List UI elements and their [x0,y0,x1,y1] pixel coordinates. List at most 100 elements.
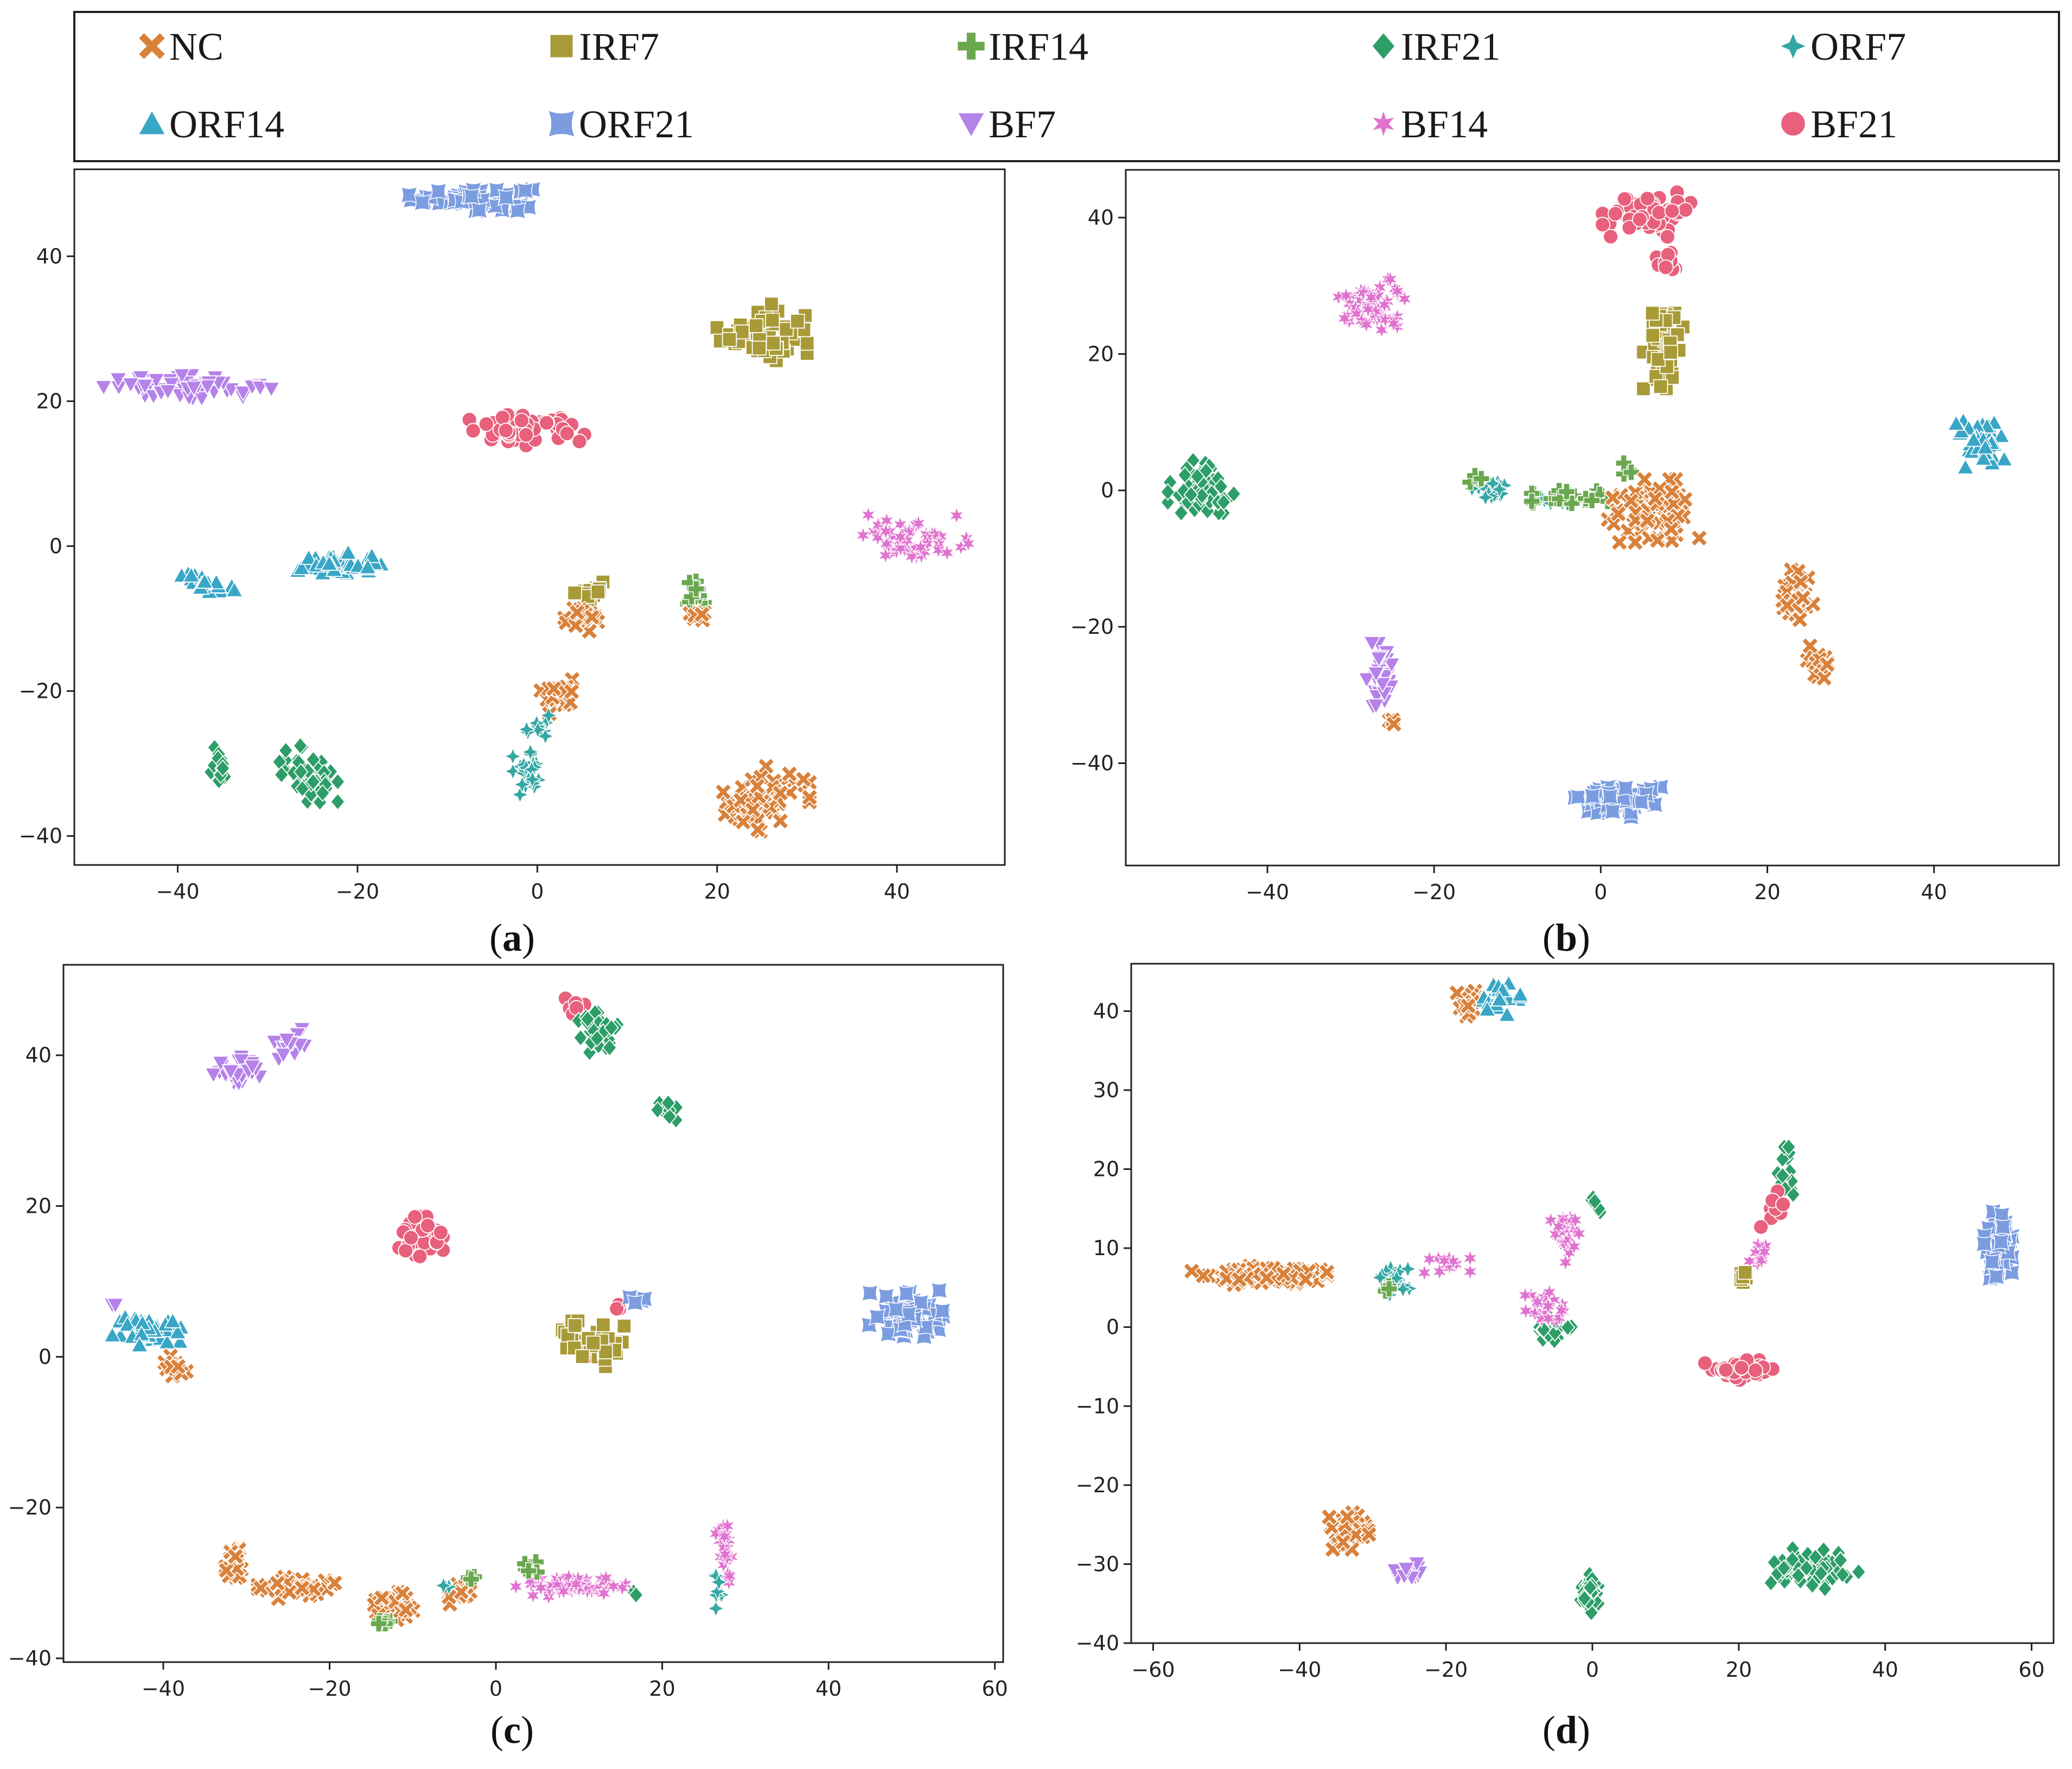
x-tick-label: 0 [489,1677,502,1701]
data-point [567,585,582,601]
series-irf21 [203,736,346,811]
scatter-points [103,990,952,1632]
data-point [716,1527,732,1546]
data-point [1177,466,1193,484]
data-point [1650,352,1666,367]
star-square-icon [546,108,577,139]
data-point [1338,1508,1356,1526]
data-point [122,377,140,394]
data-point [1380,1280,1398,1297]
data-point [1577,1589,1592,1608]
data-point [373,1589,391,1607]
data-point [1660,246,1676,263]
data-point [603,1019,619,1037]
data-point [1603,228,1619,245]
data-point [1582,1579,1598,1597]
data-point [1808,1548,1823,1567]
data-point [580,1010,596,1028]
data-point [1756,1242,1773,1261]
data-point [1566,1237,1582,1256]
panel-a-frame [73,168,1006,866]
data-point [1553,1301,1570,1320]
series-irf21 [1160,451,1241,522]
data-point [878,522,894,541]
panel-b: −40 −20 0 20 40 −40 −20 0 20 40 (b) [1070,169,2060,959]
series-irf14 [1377,1277,1398,1300]
data-point [1297,1270,1315,1289]
data-point [1653,379,1668,394]
data-point [1490,990,1509,1007]
data-point [339,543,358,560]
data-point [1676,491,1694,508]
data-point [1636,381,1651,397]
data-point [478,416,494,432]
series-bf14 [508,1516,739,1606]
data-point [198,379,216,396]
data-point [1753,1251,1770,1270]
panel-d-frame [1130,963,2055,1644]
data-point [860,1284,879,1302]
data-point [1974,449,1993,466]
series-orf7 [1371,1258,1419,1304]
data-point [173,368,191,385]
data-point [722,1567,738,1586]
data-point [1160,483,1176,501]
data-point [243,1059,262,1076]
data-point [1189,467,1205,486]
data-point [1176,482,1191,500]
data-point [513,412,530,429]
data-point [1360,1525,1378,1544]
data-point [518,427,534,443]
data-point [462,187,481,206]
data-point [1377,310,1394,329]
series-irf7 [1733,1265,1754,1290]
legend-label: BF14 [1401,103,1488,146]
legend-label: BF7 [989,103,1056,146]
series-bf14 [855,506,977,566]
data-point [1258,1269,1276,1287]
y-tick-label: 40 [25,1043,52,1067]
data-point [1194,486,1210,505]
legend-item-orf7: ORF7 [1777,25,1906,68]
data-point [420,1218,436,1233]
data-point [1805,1576,1820,1594]
data-point [1775,1167,1790,1185]
data-point [1567,1211,1584,1230]
data-point [103,1326,122,1342]
data-point [544,1576,560,1595]
data-point [412,1248,428,1264]
data-point [764,313,780,328]
data-point [1399,1259,1417,1278]
series-irf7 [567,296,815,623]
data-point [1983,1253,2001,1271]
data-point [429,182,448,200]
data-point [278,741,294,760]
data-point [1975,1235,1993,1253]
data-point [393,1584,412,1602]
data-point [1587,1192,1603,1211]
panel-b-plot: −40 −20 0 20 40 −40 −20 0 20 40 [1070,184,2013,904]
data-point [1541,1283,1558,1302]
data-point [1790,1567,1806,1585]
legend-label: BF21 [1810,103,1897,146]
x-tick-label: −20 [308,1677,351,1701]
data-point [215,759,231,778]
data-point [1663,483,1681,501]
data-point [1459,997,1477,1015]
x-tick-label: −40 [142,1677,185,1701]
data-point [225,581,244,597]
data-point [582,1043,597,1061]
data-point [960,534,977,553]
data-point [1472,470,1490,487]
data-point [1976,438,1994,455]
series-nc [532,600,819,840]
data-point [462,1570,480,1588]
data-point [182,566,201,583]
data-point [130,1336,149,1353]
data-point [1697,1355,1713,1371]
data-point [171,1332,189,1349]
data-point [693,605,711,623]
data-point [569,1000,584,1016]
data-point [184,380,203,397]
